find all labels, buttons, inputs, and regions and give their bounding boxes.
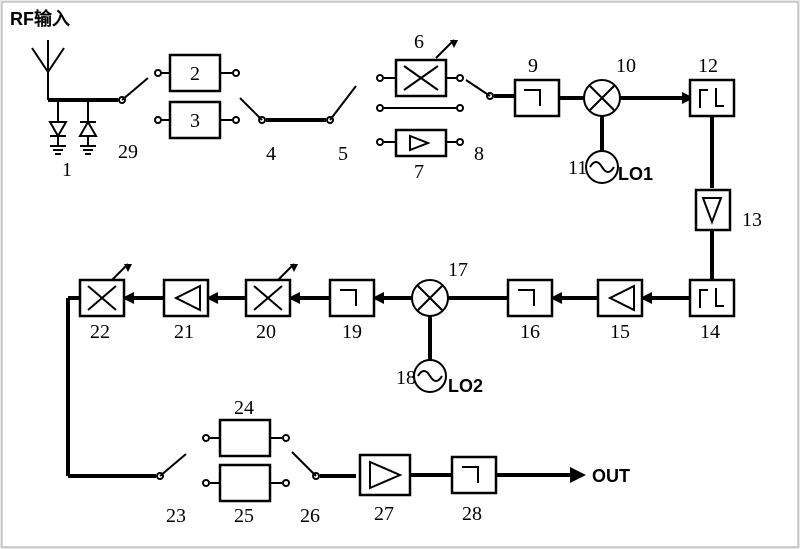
filter-25 [220,465,270,501]
num-25: 25 [234,505,254,527]
num-14: 14 [700,321,720,343]
amp-15 [598,280,642,316]
num-29: 29 [118,141,138,163]
num-12: 12 [698,55,718,77]
bpf-14 [690,280,734,316]
label-out: OUT [592,466,630,486]
lpf-9 [515,80,559,116]
label-lo1: LO1 [618,164,653,184]
num-18: 18 [396,367,416,389]
num-19: 19 [342,321,362,343]
num-9: 9 [528,55,538,77]
num-11: 11 [568,157,587,179]
filter-24 [220,420,270,456]
amp-13 [696,190,730,230]
num-5: 5 [338,143,348,165]
num-13: 13 [742,209,762,231]
amp-21 [164,280,208,316]
num-15: 15 [610,321,630,343]
num-10: 10 [616,55,636,77]
num-23: 23 [166,505,186,527]
lpf-19 [330,280,374,316]
lpf-16 [508,280,552,316]
num-2: 2 [190,63,200,85]
num-28: 28 [462,503,482,525]
num-17: 17 [448,259,468,281]
num-16: 16 [520,321,540,343]
num-22: 22 [90,321,110,343]
num-3: 3 [190,110,200,132]
label-lo2: LO2 [448,376,483,396]
num-24: 24 [234,397,254,419]
num-6: 6 [414,31,424,53]
num-21: 21 [174,321,194,343]
label-rf-input: RF输入 [10,8,70,29]
bpf-12 [690,80,734,116]
num-27: 27 [374,503,394,525]
lpf-28 [452,457,496,493]
num-4: 4 [266,143,276,165]
num-7: 7 [414,161,424,183]
amp-27 [360,455,410,495]
num-20: 20 [256,321,276,343]
num-1: 1 [62,159,72,181]
num-26: 26 [300,505,320,527]
amp-7 [396,130,446,156]
rf-block-diagram: RF输入 LO1 LO2 OUT 1 2 3 4 5 6 7 8 9 10 11… [0,0,800,549]
num-8: 8 [474,143,484,165]
